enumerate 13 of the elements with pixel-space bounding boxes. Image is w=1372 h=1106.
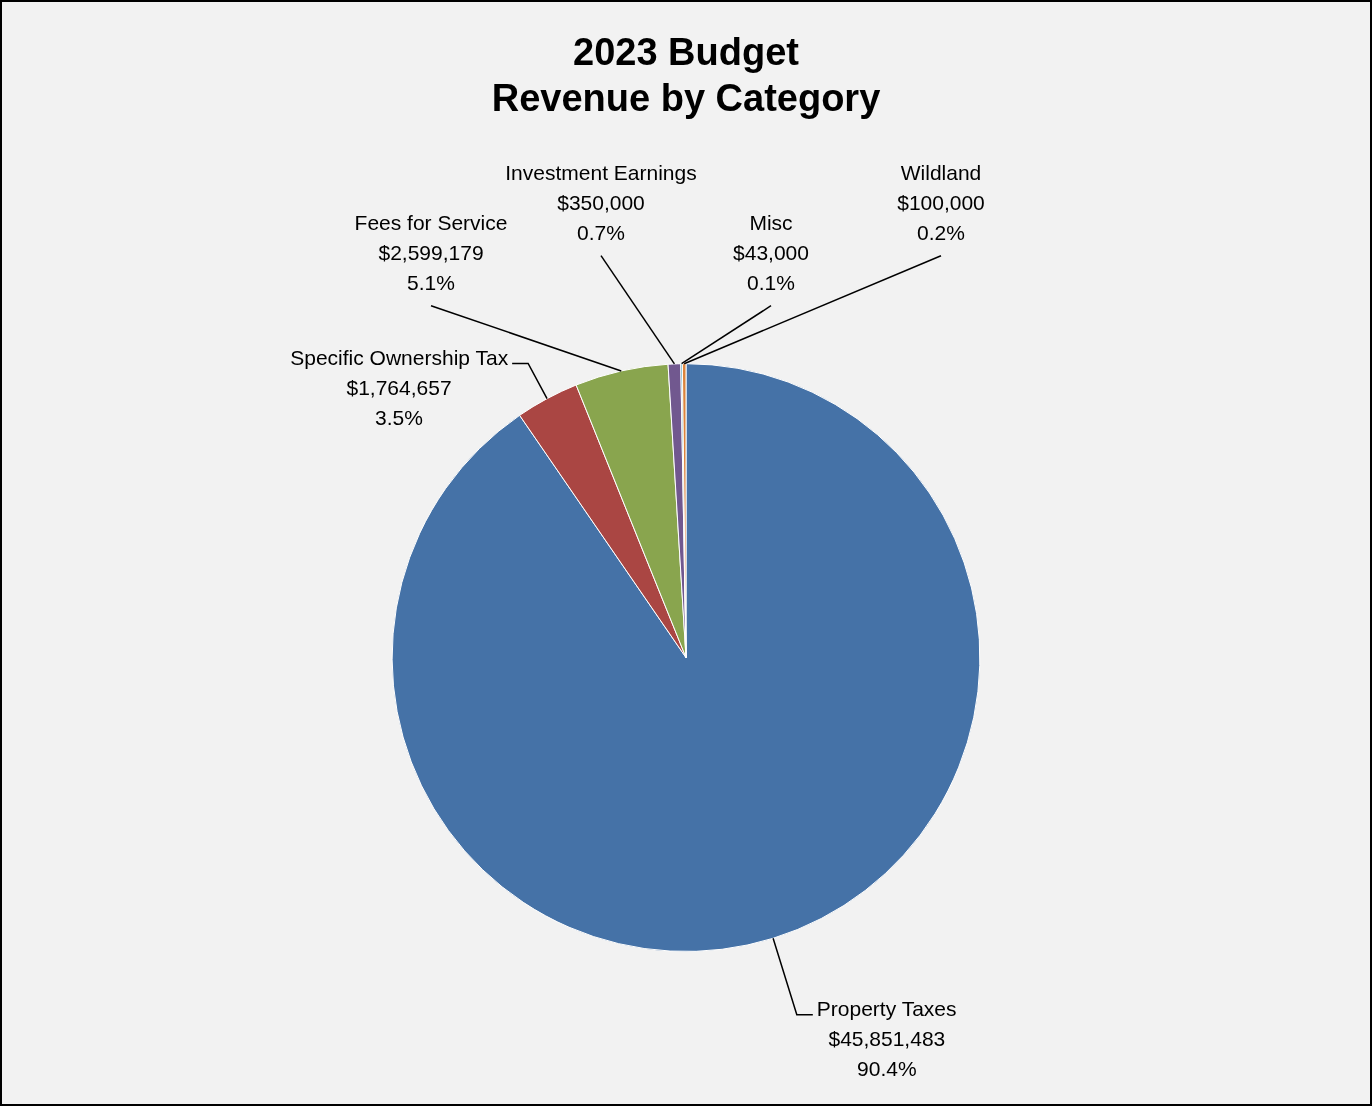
data-label: $43,000 0.1% <box>733 241 809 294</box>
slice-label: Investment Earnings <box>505 161 697 184</box>
data-label: $100,000 0.2% <box>897 191 985 244</box>
slice-label: Property Taxes <box>816 997 957 1020</box>
slice-label: Fees for Service <box>354 211 508 234</box>
data-label: $1,764,657 3.5% <box>346 375 452 429</box>
data-label: $45,851,483 90.4% <box>828 1027 946 1080</box>
slice-label: Wildland <box>900 161 982 184</box>
slice-label: Misc <box>749 211 793 234</box>
data-label: $350,000 0.7% <box>557 191 645 244</box>
slice-label: Specific Ownership Tax <box>290 345 509 369</box>
chart-title: 2023 Budget Revenue by Category <box>491 31 881 119</box>
data-label: $2,599,179 5.1% <box>378 241 484 294</box>
